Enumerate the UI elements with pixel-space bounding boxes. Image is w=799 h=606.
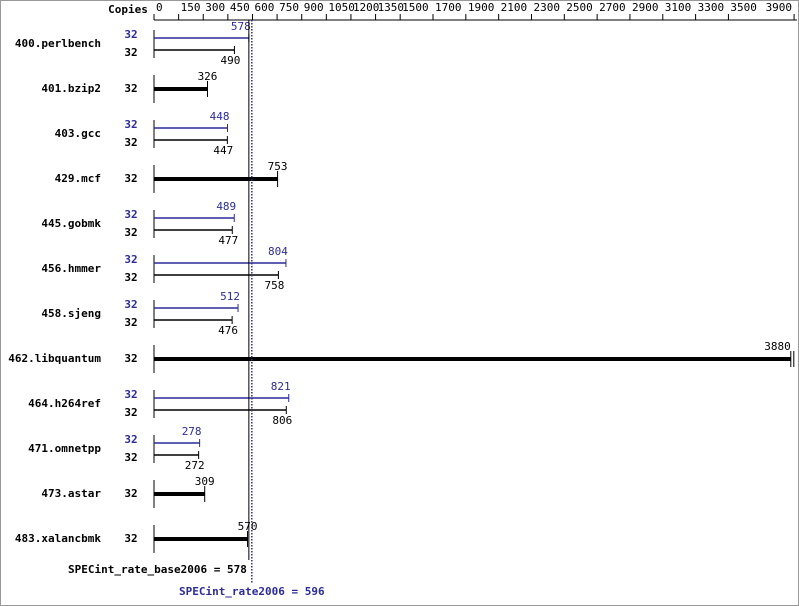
- copies: 32: [124, 532, 137, 545]
- benchmark-name: 429.mcf: [55, 172, 101, 185]
- value-label: 326: [198, 70, 218, 83]
- value-label: 272: [185, 459, 205, 472]
- x-tick-label: 1200: [353, 1, 380, 14]
- benchmark-name: 456.hmmer: [41, 262, 101, 275]
- value-label: 804: [268, 245, 288, 258]
- value-label: 821: [271, 380, 291, 393]
- x-tick-label: 1350: [378, 1, 405, 14]
- x-tick-label: 750: [279, 1, 299, 14]
- x-tick-label: 300: [205, 1, 225, 14]
- benchmark-name: 403.gcc: [55, 127, 101, 140]
- copies: 32: [124, 451, 137, 464]
- benchmark-name: 473.astar: [41, 487, 101, 500]
- benchmark-name: 401.bzip2: [41, 82, 101, 95]
- copies: 32: [124, 406, 137, 419]
- copies: 32: [124, 352, 137, 365]
- x-tick-label: 3100: [665, 1, 692, 14]
- x-tick-label: 150: [181, 1, 201, 14]
- x-tick-label: 0: [156, 1, 163, 14]
- value-label: 477: [218, 234, 238, 247]
- value-label: 278: [182, 425, 202, 438]
- x-tick-label: 2100: [501, 1, 528, 14]
- value-label: 578: [231, 20, 251, 33]
- x-tick-label: 3900: [766, 1, 793, 14]
- copies: 32: [124, 253, 137, 266]
- x-tick-label: 2700: [599, 1, 626, 14]
- copies: 32: [124, 433, 137, 446]
- benchmark-name: 464.h264ref: [28, 397, 101, 410]
- x-tick-label: 2500: [566, 1, 593, 14]
- value-label: 309: [195, 475, 215, 488]
- value-label: 753: [268, 160, 288, 173]
- x-tick-label: 3300: [698, 1, 725, 14]
- copies: 32: [124, 136, 137, 149]
- value-label: 3880: [764, 340, 791, 353]
- copies: 32: [124, 388, 137, 401]
- copies: 32: [124, 208, 137, 221]
- copies: 32: [124, 271, 137, 284]
- value-label: 570: [238, 520, 258, 533]
- copies: 32: [124, 316, 137, 329]
- copies: 32: [124, 46, 137, 59]
- copies: 32: [124, 172, 137, 185]
- x-tick-label: 1050: [328, 1, 355, 14]
- x-tick-label: 2300: [533, 1, 560, 14]
- x-tick-label: 900: [304, 1, 324, 14]
- benchmark-name: 400.perlbench: [15, 37, 101, 50]
- x-tick-label: 2900: [632, 1, 659, 14]
- value-label: 489: [216, 200, 236, 213]
- x-tick-label: 3500: [730, 1, 757, 14]
- copies: 32: [124, 118, 137, 131]
- copies: 32: [124, 82, 137, 95]
- axis-title: Copies: [108, 3, 148, 16]
- copies: 32: [124, 28, 137, 41]
- value-label: 448: [210, 110, 230, 123]
- benchmark-name: 471.omnetpp: [28, 442, 101, 455]
- x-tick-label: 1900: [468, 1, 495, 14]
- reference-label: SPECint_rate_base2006 = 578: [68, 563, 247, 576]
- value-label: 758: [264, 279, 284, 292]
- x-tick-label: 1700: [435, 1, 462, 14]
- benchmark-name: 445.gobmk: [41, 217, 101, 230]
- benchmark-name: 483.xalancbmk: [15, 532, 101, 545]
- x-tick-label: 1500: [402, 1, 429, 14]
- value-label: 476: [218, 324, 238, 337]
- value-label: 490: [220, 54, 240, 67]
- reference-label: SPECint_rate2006 = 596: [179, 585, 325, 598]
- value-label: 806: [272, 414, 292, 427]
- benchmark-name: 458.sjeng: [41, 307, 101, 320]
- value-label: 512: [220, 290, 240, 303]
- copies: 32: [124, 298, 137, 311]
- x-tick-label: 450: [230, 1, 250, 14]
- copies: 32: [124, 487, 137, 500]
- benchmark-name: 462.libquantum: [8, 352, 101, 365]
- copies: 32: [124, 226, 137, 239]
- value-label: 447: [213, 144, 233, 157]
- x-tick-label: 600: [254, 1, 274, 14]
